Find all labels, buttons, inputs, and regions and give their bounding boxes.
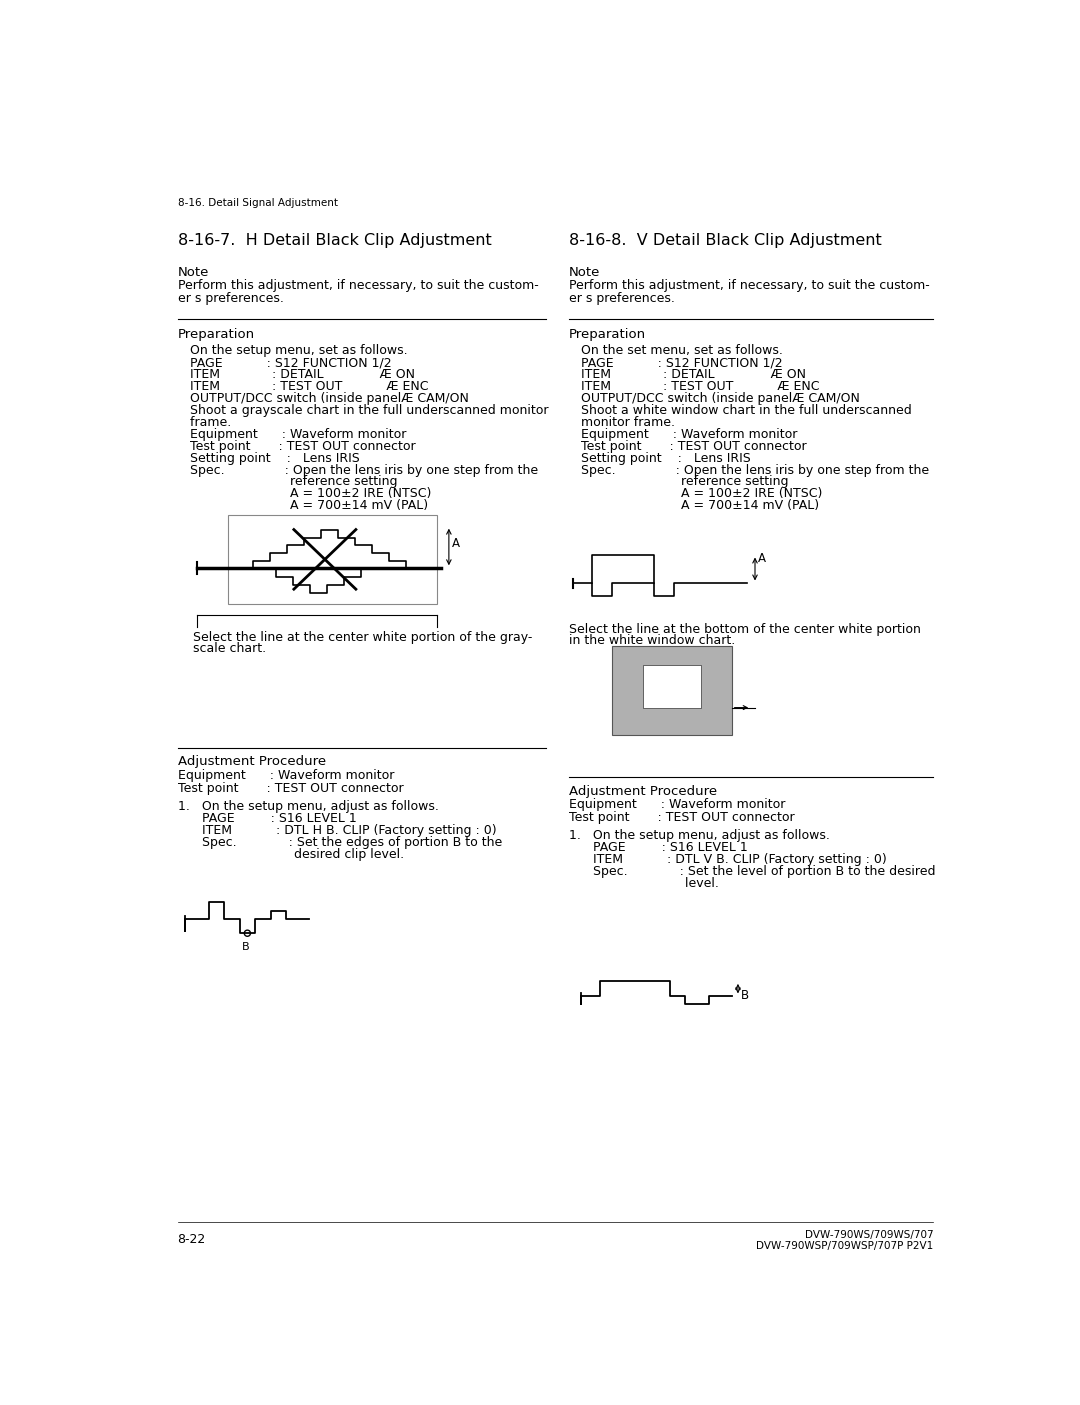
Text: Spec.               : Open the lens iris by one step from the: Spec. : Open the lens iris by one step f… (569, 464, 929, 476)
Text: Preparation: Preparation (569, 327, 646, 341)
Text: A: A (758, 552, 766, 565)
Text: Equipment      : Waveform monitor: Equipment : Waveform monitor (569, 798, 785, 812)
Text: scale chart.: scale chart. (193, 642, 267, 655)
Text: Shoot a white window chart in the full underscanned: Shoot a white window chart in the full u… (569, 403, 912, 417)
Text: Test point       : TEST OUT connector: Test point : TEST OUT connector (569, 811, 795, 823)
Text: 8-16-7.  H Detail Black Clip Adjustment: 8-16-7. H Detail Black Clip Adjustment (177, 232, 491, 247)
Text: 1.   On the setup menu, adjust as follows.: 1. On the setup menu, adjust as follows. (569, 829, 829, 842)
Text: Spec.               : Open the lens iris by one step from the: Spec. : Open the lens iris by one step f… (177, 464, 538, 476)
Text: Select the line at the bottom of the center white portion: Select the line at the bottom of the cen… (569, 622, 921, 636)
Text: DVW-790WS/709WS/707
DVW-790WSP/709WSP/707P P2V1: DVW-790WS/709WS/707 DVW-790WSP/709WSP/70… (756, 1229, 933, 1252)
Text: 8-16. Detail Signal Adjustment: 8-16. Detail Signal Adjustment (177, 198, 338, 208)
Bar (228, 516, 437, 604)
Text: PAGE           : S12 FUNCTION 1/2: PAGE : S12 FUNCTION 1/2 (177, 355, 391, 370)
Text: ITEM           : DTL V B. CLIP (Factory setting : 0): ITEM : DTL V B. CLIP (Factory setting : … (569, 853, 887, 865)
Text: ITEM             : TEST OUT           Æ ENC: ITEM : TEST OUT Æ ENC (569, 379, 820, 393)
Text: ITEM             : DETAIL              Æ ON: ITEM : DETAIL Æ ON (177, 368, 415, 381)
Text: reference setting: reference setting (569, 475, 788, 489)
Text: PAGE           : S12 FUNCTION 1/2: PAGE : S12 FUNCTION 1/2 (569, 355, 783, 370)
Text: OUTPUT/DCC switch (inside panelÆ CAM/ON: OUTPUT/DCC switch (inside panelÆ CAM/ON (177, 392, 469, 405)
Text: Adjustment Procedure: Adjustment Procedure (569, 784, 717, 798)
Text: A = 700±14 mV (PAL): A = 700±14 mV (PAL) (177, 499, 428, 513)
Text: B: B (741, 989, 750, 1002)
Text: B: B (242, 943, 249, 953)
Text: ITEM             : TEST OUT           Æ ENC: ITEM : TEST OUT Æ ENC (177, 379, 428, 393)
Text: Spec.             : Set the edges of portion B to the: Spec. : Set the edges of portion B to th… (177, 836, 502, 849)
Text: On the set menu, set as follows.: On the set menu, set as follows. (569, 344, 783, 357)
Text: Test point       : TEST OUT connector: Test point : TEST OUT connector (177, 440, 415, 452)
Text: Note: Note (569, 267, 600, 280)
Text: ITEM             : DETAIL              Æ ON: ITEM : DETAIL Æ ON (569, 368, 806, 381)
Text: A = 100±2 IRE (NTSC): A = 100±2 IRE (NTSC) (569, 488, 822, 500)
Text: Select the line at the center white portion of the gray-: Select the line at the center white port… (193, 631, 532, 643)
Text: Equipment      : Waveform monitor: Equipment : Waveform monitor (177, 427, 406, 441)
Text: Preparation: Preparation (177, 327, 255, 341)
Bar (611, 646, 732, 735)
Text: level.: level. (569, 877, 719, 889)
Text: Spec.             : Set the level of portion B to the desired: Spec. : Set the level of portion B to th… (569, 865, 935, 878)
Text: Equipment      : Waveform monitor: Equipment : Waveform monitor (177, 769, 394, 783)
Text: PAGE         : S16 LEVEL 1: PAGE : S16 LEVEL 1 (177, 812, 356, 825)
Text: Adjustment Procedure: Adjustment Procedure (177, 756, 326, 769)
Text: Perform this adjustment, if necessary, to suit the custom-: Perform this adjustment, if necessary, t… (569, 280, 930, 292)
Text: A = 100±2 IRE (NTSC): A = 100±2 IRE (NTSC) (177, 488, 431, 500)
Text: On the setup menu, set as follows.: On the setup menu, set as follows. (177, 344, 407, 357)
Text: ITEM           : DTL H B. CLIP (Factory setting : 0): ITEM : DTL H B. CLIP (Factory setting : … (177, 823, 496, 837)
Text: reference setting: reference setting (177, 475, 397, 489)
Text: frame.: frame. (177, 416, 231, 429)
Text: PAGE         : S16 LEVEL 1: PAGE : S16 LEVEL 1 (569, 842, 747, 854)
Text: Perform this adjustment, if necessary, to suit the custom-: Perform this adjustment, if necessary, t… (177, 280, 538, 292)
Text: OUTPUT/DCC switch (inside panelÆ CAM/ON: OUTPUT/DCC switch (inside panelÆ CAM/ON (569, 392, 860, 405)
Text: Equipment      : Waveform monitor: Equipment : Waveform monitor (569, 427, 797, 441)
Text: Test point       : TEST OUT connector: Test point : TEST OUT connector (569, 440, 807, 452)
Text: desired clip level.: desired clip level. (177, 847, 404, 861)
Text: er s preferences.: er s preferences. (177, 292, 283, 305)
Text: in the white window chart.: in the white window chart. (569, 635, 735, 648)
Text: 1.   On the setup menu, adjust as follows.: 1. On the setup menu, adjust as follows. (177, 799, 438, 813)
Text: 8-22: 8-22 (177, 1232, 206, 1246)
Text: Note: Note (177, 267, 210, 280)
Text: Setting point    :   Lens IRIS: Setting point : Lens IRIS (177, 451, 360, 465)
Text: A = 700±14 mV (PAL): A = 700±14 mV (PAL) (569, 499, 819, 513)
Text: 8-16-8.  V Detail Black Clip Adjustment: 8-16-8. V Detail Black Clip Adjustment (569, 232, 881, 247)
Text: Shoot a grayscale chart in the full underscanned monitor: Shoot a grayscale chart in the full unde… (177, 403, 549, 417)
Text: Setting point    :   Lens IRIS: Setting point : Lens IRIS (569, 451, 751, 465)
Text: monitor frame.: monitor frame. (569, 416, 675, 429)
Bar (643, 665, 701, 708)
Text: Test point       : TEST OUT connector: Test point : TEST OUT connector (177, 781, 403, 794)
Text: A: A (451, 538, 460, 551)
Text: er s preferences.: er s preferences. (569, 292, 675, 305)
